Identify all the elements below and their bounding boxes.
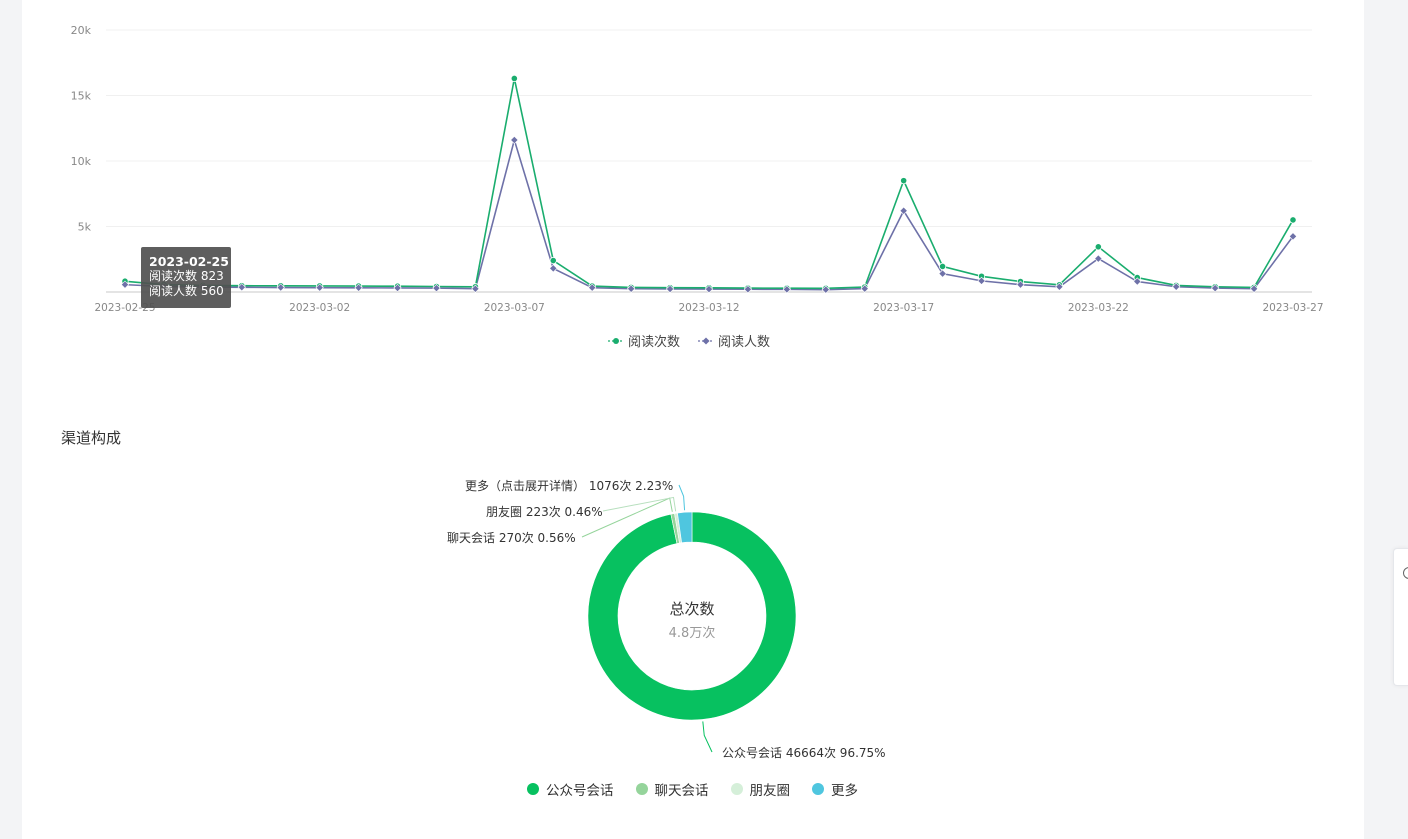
y-tick-label: 20k — [71, 24, 92, 37]
data-point-reader-count — [276, 283, 285, 292]
legend-swatch — [812, 783, 824, 795]
data-point-reader-count — [938, 269, 947, 278]
legend-item-official-account[interactable]: 公众号会话 — [527, 779, 614, 799]
data-point-reader-count — [627, 284, 636, 293]
pie-label-chat: 聊天会话 270次 0.56% — [447, 531, 576, 545]
pie-label-moments: 朋友圈 223次 0.46% — [486, 505, 603, 519]
y-tick-label: 15k — [71, 90, 92, 103]
data-point-reader-count — [743, 285, 753, 294]
data-point-reader-count — [1016, 280, 1025, 289]
legend-item-reader-count[interactable]: 阅读人数 — [698, 331, 770, 350]
data-point-read-count — [549, 256, 557, 265]
donut-center: 总次数 4.8万次 — [622, 598, 762, 641]
legend-item-more[interactable]: 更多 — [812, 779, 858, 799]
data-point-reader-count — [977, 276, 986, 285]
legend-label: 聊天会话 — [654, 783, 709, 799]
legend-label: 朋友圈 — [749, 783, 791, 799]
data-point-reader-count — [1249, 284, 1259, 293]
series-line-0 — [124, 78, 1294, 290]
data-point-reader-count — [354, 283, 363, 292]
data-point-reader-count — [1288, 232, 1298, 241]
x-tick-label: 2023-03-17 — [873, 302, 934, 314]
data-point-reader-count — [704, 285, 714, 294]
data-point-reader-count — [120, 280, 130, 289]
data-point-reader-count — [315, 283, 324, 292]
slice-official-account — [587, 511, 797, 721]
donut-center-label: 总次数 — [669, 600, 715, 618]
legend-item-read-count[interactable]: 阅读次数 — [608, 331, 680, 350]
x-tick-label: 2023-03-27 — [1262, 302, 1323, 314]
leader-line — [602, 496, 677, 512]
data-point-read-count — [900, 177, 908, 185]
legend-line-marker-green — [608, 337, 624, 344]
data-point-reader-count — [237, 283, 246, 292]
legend-line-marker-purple — [698, 336, 715, 345]
data-point-reader-count — [1172, 282, 1181, 291]
data-point-read-count — [938, 262, 947, 271]
data-point-reader-count — [782, 285, 791, 294]
data-point-reader-count — [588, 283, 597, 292]
channel-section-title: 渠道构成 — [61, 429, 122, 447]
legend-swatch — [527, 783, 539, 795]
data-point-reader-count — [665, 284, 675, 294]
data-point-reader-count — [1133, 277, 1142, 286]
data-point-reader-count — [393, 283, 402, 293]
data-point-reader-count — [1055, 282, 1064, 291]
data-point-reader-count — [471, 284, 480, 293]
tooltip-reader-count: 阅读人数 560 — [149, 284, 224, 298]
channel-donut-chart[interactable] — [0, 440, 1408, 770]
data-point-reader-count — [1094, 254, 1103, 263]
floating-side-panel[interactable] — [1393, 548, 1408, 686]
data-point-reader-count — [821, 285, 830, 294]
data-point-read-count — [1289, 216, 1297, 224]
slice-more — [677, 511, 693, 544]
donut-legend: 公众号会话 聊天会话 朋友圈 更多 — [527, 779, 858, 799]
legend-item-moments[interactable]: 朋友圈 — [730, 779, 791, 799]
x-tick-label: 2023-03-12 — [678, 302, 739, 314]
data-point-reader-count — [549, 264, 558, 273]
line-chart-legend: 阅读次数 阅读人数 — [608, 331, 770, 350]
pie-label-official-account: 公众号会话 46664次 96.75% — [722, 746, 886, 760]
series-line-1 — [124, 137, 1294, 291]
read-trend-chart[interactable]: 20k 15k 10k 5k 2023-02-25 2023-03-02 2023-03-0… — [0, 0, 1408, 330]
data-point-reader-count — [860, 284, 869, 293]
legend-label: 更多 — [831, 783, 858, 799]
x-tick-label: 2023-03-07 — [484, 302, 545, 314]
legend-item-chat[interactable]: 聊天会话 — [635, 779, 709, 799]
data-point-reader-count — [510, 135, 519, 145]
pie-label-more: 更多（点击展开详情） 1076次 2.23% — [465, 479, 674, 493]
tooltip-date: 2023-02-25 — [149, 254, 229, 269]
data-point-reader-count — [899, 206, 908, 215]
x-tick-label: 2023-03-02 — [289, 302, 350, 314]
x-tick-label: 2023-03-22 — [1068, 302, 1129, 314]
chart-tooltip: 2023-02-25 阅读次数 823 阅读人数 560 — [141, 247, 231, 308]
x-tick-label: 2023-02-25 — [94, 302, 155, 314]
y-tick-label: 5k — [78, 221, 92, 234]
legend-swatch — [730, 783, 743, 795]
legend-label-reader-count: 阅读人数 — [718, 335, 771, 350]
data-point-reader-count — [432, 283, 441, 293]
data-point-read-count — [1094, 243, 1102, 251]
legend-swatch — [635, 783, 648, 795]
legend-label-read-count: 阅读次数 — [628, 335, 681, 350]
leader-line — [702, 721, 713, 753]
data-point-read-count — [510, 74, 518, 83]
tooltip-read-count: 阅读次数 823 — [149, 269, 224, 283]
right-scroll-area — [1364, 0, 1408, 839]
legend-label: 公众号会话 — [546, 783, 614, 799]
leader-line — [678, 484, 686, 511]
y-tick-label: 10k — [71, 155, 92, 168]
donut-center-value: 4.8万次 — [668, 626, 716, 641]
data-point-reader-count — [1211, 283, 1220, 293]
